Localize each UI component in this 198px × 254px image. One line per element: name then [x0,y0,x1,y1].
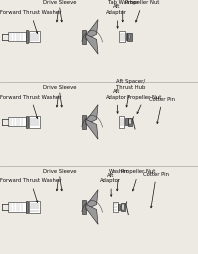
Polygon shape [86,204,98,224]
Bar [129,119,131,124]
Bar [29,31,40,42]
Bar [8,202,26,212]
Bar [126,33,127,40]
Bar [82,115,86,129]
Text: Cotter Pin: Cotter Pin [149,97,175,123]
Bar [26,116,28,128]
Text: Washer: Washer [109,169,129,191]
Bar [119,116,124,128]
Bar [119,31,125,42]
Text: Drive Sleeve: Drive Sleeve [43,0,76,22]
Text: Aft
Adaptor: Aft Adaptor [100,172,121,196]
Bar [125,118,128,125]
Text: Drive Sleeve: Drive Sleeve [43,85,76,107]
Polygon shape [86,20,98,39]
Text: Cotter Pin: Cotter Pin [143,171,169,208]
Text: Propeller Nut: Propeller Nut [121,169,156,191]
Text: Propeller Nut: Propeller Nut [125,0,160,22]
Polygon shape [86,119,98,139]
Bar [128,118,132,126]
Text: Tab Washer: Tab Washer [108,0,138,22]
Bar [29,116,40,128]
Bar [82,30,86,44]
Polygon shape [86,190,98,210]
Text: Forward Thrust Washer: Forward Thrust Washer [0,94,61,119]
Bar [129,34,130,39]
Bar [121,203,125,211]
Bar [113,202,118,212]
Bar [82,200,86,214]
Bar [122,204,124,210]
Bar [8,117,26,126]
Bar [26,30,28,43]
Bar [8,32,26,41]
Text: Forward Thrust Washer: Forward Thrust Washer [0,178,61,202]
Text: Aft
Adaptor: Aft Adaptor [106,89,127,113]
Text: Forward Thrust Washer: Forward Thrust Washer [0,10,61,34]
Polygon shape [86,34,98,54]
Polygon shape [86,105,98,124]
Text: Aft
Adaptor: Aft Adaptor [106,4,127,28]
Bar [29,201,40,213]
Text: Aft Spacer/
Thrust Hub: Aft Spacer/ Thrust Hub [116,79,145,107]
Text: Propeller Nut: Propeller Nut [127,94,162,114]
Bar [127,33,132,41]
Bar [26,201,28,213]
Text: Drive Sleeve: Drive Sleeve [43,169,76,191]
Bar [118,204,120,210]
